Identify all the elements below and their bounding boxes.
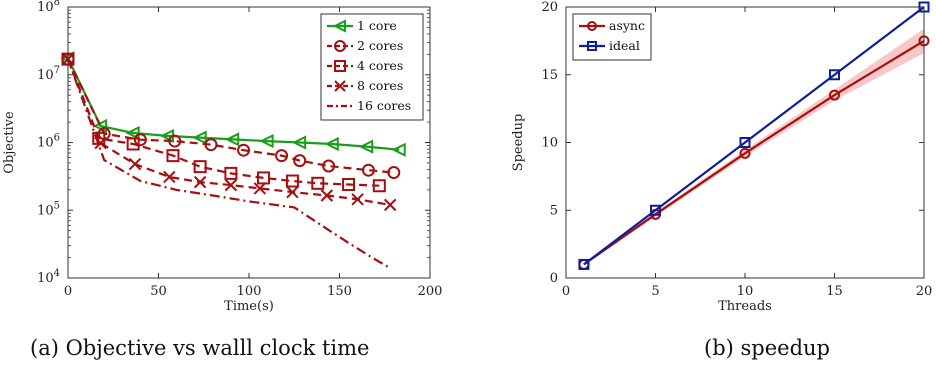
data-point-4-cores	[166, 149, 180, 163]
data-point-2-cores	[361, 163, 375, 177]
figure-canvas: 0 50 100 150 200104105106107108Time(s)Object…	[2, 0, 932, 314]
data-point-1-core	[391, 142, 406, 157]
y-tick-label: 106	[37, 133, 60, 151]
series-line-ideal	[583, 6, 925, 266]
x-tick-label: 5	[651, 284, 659, 299]
legend-label: 2 cores	[357, 38, 403, 53]
data-point-4-cores	[224, 166, 238, 180]
y-tick-label: 108	[37, 0, 60, 15]
legend-marker	[334, 40, 346, 52]
data-point-4-cores	[311, 176, 325, 190]
y-tick-label: 10	[541, 136, 558, 151]
data-point-8-cores	[163, 170, 176, 184]
data-point-4-cores	[126, 137, 140, 151]
legend-marker	[332, 19, 346, 33]
data-point-1-core	[224, 132, 240, 147]
series-line-4-cores	[66, 58, 380, 187]
data-point-ideal	[829, 69, 840, 81]
data-point-1-core	[291, 135, 307, 150]
x-tick-label: 10	[737, 284, 754, 299]
data-point-8-cores	[224, 178, 238, 192]
data-point-ideal	[650, 204, 661, 216]
data-point-2-cores	[168, 134, 182, 148]
y-tick-label: 104	[37, 268, 60, 286]
legend-marker	[587, 21, 597, 31]
data-point-8-cores	[383, 198, 397, 212]
x-tick-label: 15	[826, 284, 843, 299]
legend-label: ideal	[609, 38, 640, 53]
legend-label: 4 cores	[357, 58, 403, 73]
x-tick-label: 200	[418, 284, 443, 299]
data-point-2-cores	[237, 143, 251, 157]
data-point-4-cores	[372, 179, 386, 193]
plot-frame	[565, 6, 925, 279]
plot-frame	[67, 6, 431, 279]
legend-marker	[334, 80, 346, 92]
y-tick-label: 5	[550, 203, 558, 218]
y-tick-label: 15	[541, 68, 558, 83]
speedup-chart: 0 5 10 15 20 0 5 10 15 20 Threads Speedup async ideal	[511, 0, 932, 314]
data-point-1-core	[358, 139, 374, 154]
data-point-8-cores	[286, 185, 299, 199]
y-axis-label: Speedup	[511, 114, 526, 172]
y-tick-label: 107	[37, 65, 60, 83]
data-point-8-cores	[320, 189, 334, 202]
data-point-2-cores	[322, 159, 336, 173]
legend-label: 8 cores	[357, 78, 403, 93]
data-point-1-core	[192, 130, 207, 145]
series-line-async	[583, 39, 925, 266]
caption-b: (b) speedup	[704, 336, 830, 360]
legend-marker	[587, 41, 597, 51]
x-axis-label: Threads	[718, 299, 772, 314]
data-point-1-core	[324, 136, 339, 152]
x-axis-label: Time(s)	[224, 299, 274, 314]
data-point-2-cores	[133, 133, 147, 147]
data-point-8-cores	[193, 175, 207, 189]
x-tick-label: 150	[327, 284, 352, 299]
y-axis-label: Objective	[2, 111, 17, 174]
legend-label: 1 core	[357, 18, 397, 33]
data-point-ideal	[578, 258, 590, 270]
x-tick-label: 0	[562, 284, 570, 299]
data-point-1-core	[125, 125, 140, 141]
data-point-4-cores	[193, 160, 207, 174]
x-tick-label: 20	[916, 284, 933, 299]
data-point-4-cores	[285, 174, 299, 188]
data-point-2-cores	[293, 154, 307, 168]
x-tick-label: 100	[237, 284, 262, 299]
y-tick-label: 20	[541, 0, 558, 15]
series-line-1-core	[67, 57, 400, 151]
data-point-2-cores	[204, 138, 218, 152]
data-point-2-cores	[275, 149, 289, 163]
legend-label: 16 cores	[357, 98, 411, 113]
legend-marker	[334, 60, 346, 72]
legend-box	[572, 13, 652, 61]
series-line-16-cores	[66, 58, 391, 270]
legend-label: async	[609, 18, 645, 33]
x-tick-label: 50	[150, 284, 167, 299]
data-point-1-core	[259, 133, 274, 149]
data-point-2-cores	[387, 166, 401, 180]
caption-a: (a) Objective vs walll clock time	[30, 336, 370, 360]
y-tick-label: 0	[550, 271, 558, 286]
data-point-ideal	[739, 137, 751, 148]
data-point-8-cores	[253, 182, 267, 195]
objective-chart: 0 50 100 150 200 104 105 106 107 108 Time(s) Object…	[2, 0, 442, 314]
y-tick-label: 105	[37, 200, 60, 218]
data-point-async	[829, 89, 840, 101]
data-point-8-cores	[351, 193, 364, 206]
data-point-8-cores	[128, 157, 142, 171]
x-tick-label: 0	[64, 284, 72, 299]
data-point-async	[739, 147, 751, 159]
data-point-4-cores	[342, 177, 356, 191]
